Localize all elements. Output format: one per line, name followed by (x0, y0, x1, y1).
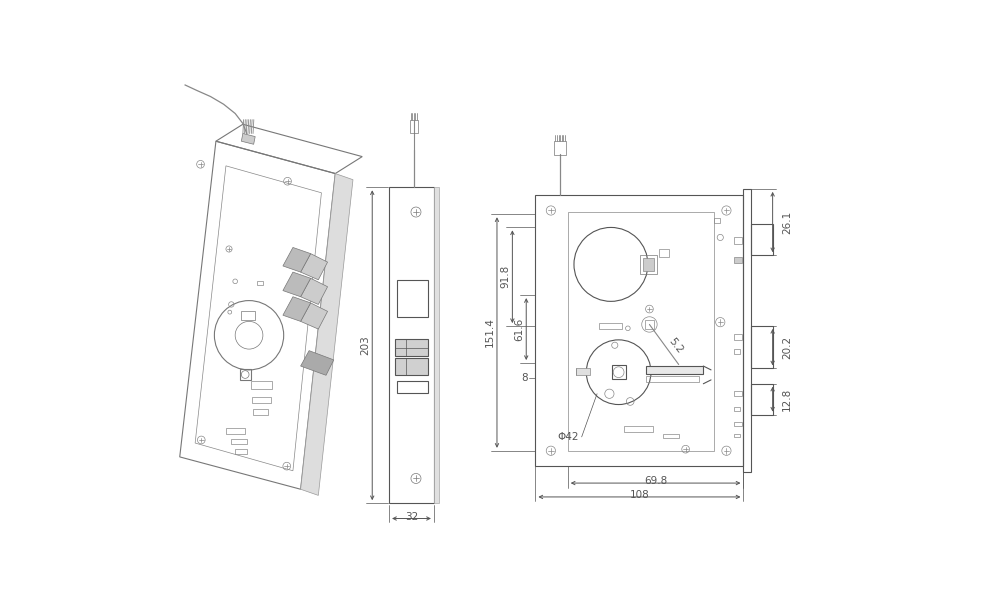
Bar (410, 119, 418, 133)
Bar (396, 359, 429, 375)
Bar (396, 339, 429, 356)
Bar (658, 249, 669, 256)
Bar (645, 376, 699, 382)
Bar (554, 141, 566, 155)
Polygon shape (283, 247, 311, 272)
Text: 12.8: 12.8 (782, 387, 792, 411)
Polygon shape (301, 253, 328, 280)
Text: 26.1: 26.1 (782, 211, 792, 234)
Bar (734, 256, 742, 263)
Text: 108: 108 (629, 490, 649, 500)
Bar (644, 320, 654, 329)
Text: 151.4: 151.4 (485, 318, 495, 348)
Bar (734, 334, 742, 340)
Polygon shape (283, 272, 311, 297)
Bar (251, 381, 272, 389)
Bar (743, 189, 751, 472)
Bar (434, 187, 440, 503)
Polygon shape (301, 278, 328, 304)
Polygon shape (301, 303, 328, 329)
Bar (567, 212, 714, 451)
Bar (734, 407, 740, 411)
Bar (734, 422, 742, 426)
Text: 61.6: 61.6 (513, 318, 523, 341)
Bar (397, 381, 428, 393)
Text: 32: 32 (405, 512, 419, 521)
Bar (240, 369, 251, 380)
Bar (734, 349, 740, 354)
Bar (257, 282, 263, 285)
Bar (390, 187, 434, 503)
Bar (611, 365, 625, 379)
Polygon shape (242, 133, 255, 144)
Text: 69.8: 69.8 (644, 476, 667, 486)
Bar (643, 258, 654, 271)
Text: 91.8: 91.8 (500, 265, 510, 288)
Polygon shape (283, 297, 311, 321)
Bar (645, 366, 703, 374)
Text: Φ42: Φ42 (557, 432, 578, 442)
Text: 5.2: 5.2 (666, 337, 684, 356)
Bar (640, 255, 657, 274)
Bar (599, 323, 622, 329)
Bar (751, 384, 772, 414)
Bar (535, 195, 743, 466)
Polygon shape (301, 351, 334, 375)
Bar (714, 218, 720, 223)
Bar (734, 434, 740, 437)
Bar (232, 439, 247, 444)
Bar (624, 426, 653, 432)
Bar (253, 409, 269, 414)
Bar (235, 449, 247, 454)
Bar (397, 280, 428, 317)
Text: 20.2: 20.2 (782, 335, 792, 359)
Bar (734, 237, 742, 244)
Text: 203: 203 (360, 335, 370, 355)
Bar (576, 368, 590, 375)
Polygon shape (301, 174, 353, 495)
Bar (662, 434, 679, 438)
Bar (751, 225, 772, 255)
Bar (252, 397, 271, 403)
Bar (226, 428, 245, 434)
Bar (751, 326, 772, 368)
Bar (242, 311, 255, 320)
Text: 8: 8 (521, 373, 527, 383)
Bar (734, 392, 742, 396)
